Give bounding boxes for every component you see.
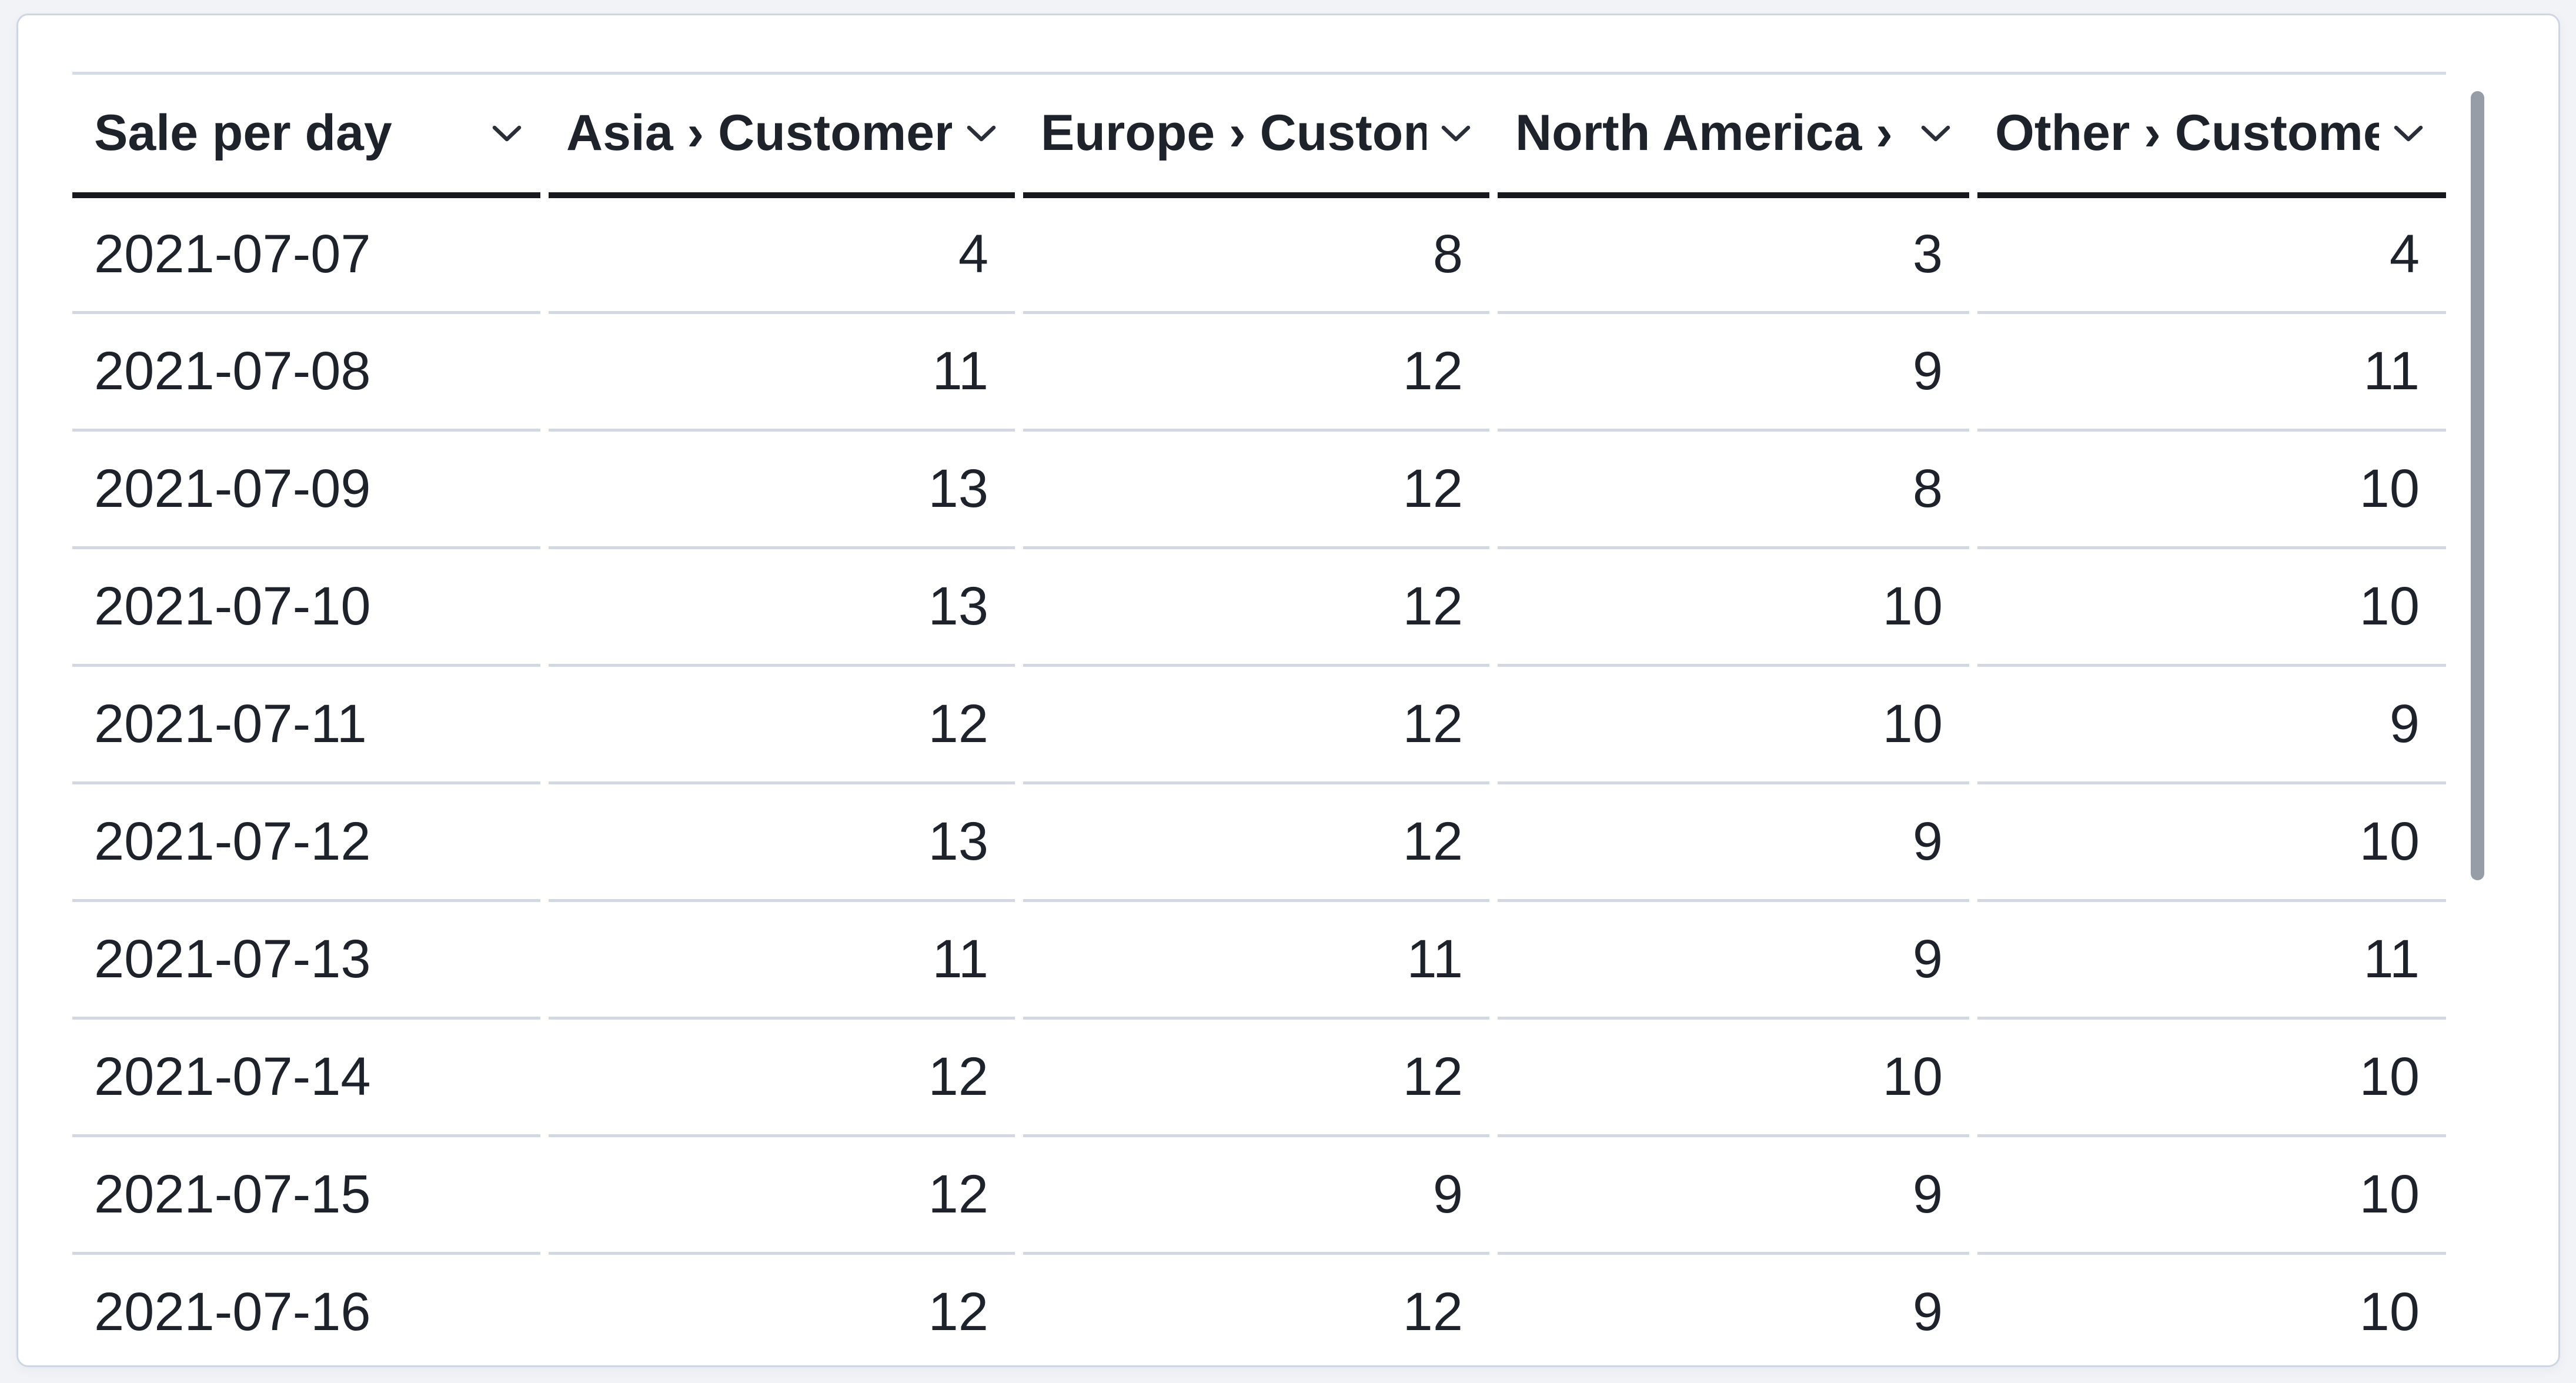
- value-cell: 11: [1969, 312, 2446, 432]
- value-cell: 9: [1969, 665, 2446, 784]
- value-cell: 10: [1969, 547, 2446, 667]
- vertical-scrollbar-thumb[interactable]: [2471, 91, 2484, 880]
- value-cell: 12: [540, 665, 1019, 784]
- chevron-down-icon[interactable]: [1919, 123, 1952, 143]
- chevron-down-icon[interactable]: [1439, 123, 1472, 143]
- column-header-asia[interactable]: Asia › Customers: [544, 73, 1019, 198]
- date-cell: 2021-07-07: [72, 195, 544, 314]
- table-row: 2021-07-15 12 9 9 10: [72, 1135, 2446, 1255]
- value-cell: 10: [1489, 1018, 1973, 1137]
- value-cell: 3: [1489, 195, 1973, 314]
- date-cell: 2021-07-08: [72, 312, 544, 432]
- value-cell: 13: [540, 783, 1019, 902]
- column-header-content: Asia › Customers: [544, 104, 1019, 162]
- column-header-content: Other › Customers: [1973, 104, 2446, 162]
- table-row: 2021-07-14 12 12 10 10: [72, 1018, 2446, 1137]
- table-row: 2021-07-13 11 11 9 11: [72, 900, 2446, 1020]
- table-row: 2021-07-12 13 12 9 10: [72, 783, 2446, 902]
- column-header-europe[interactable]: Europe › Customers: [1019, 73, 1494, 198]
- column-header-label: Other › Customers: [1995, 105, 2379, 162]
- value-cell: 11: [1969, 900, 2446, 1020]
- date-cell: 2021-07-12: [72, 783, 544, 902]
- value-cell: 9: [1489, 1253, 1973, 1365]
- value-cell: 10: [1969, 1253, 2446, 1365]
- column-header-content: Sale per day: [72, 104, 544, 162]
- value-cell: 12: [1015, 312, 1494, 432]
- column-header-content: Europe › Customers: [1019, 104, 1494, 162]
- value-cell: 9: [1489, 1135, 1973, 1255]
- value-cell: 11: [540, 900, 1019, 1020]
- value-cell: 9: [1489, 783, 1973, 902]
- value-cell: 8: [1015, 195, 1494, 314]
- column-header-label: Asia › Customers: [566, 105, 952, 162]
- value-cell: 12: [1015, 547, 1494, 667]
- column-header-label: North America › Customers: [1515, 105, 1906, 162]
- value-cell: 10: [1969, 1018, 2446, 1137]
- value-cell: 13: [540, 430, 1019, 549]
- column-header-north-america[interactable]: North America › Customers: [1494, 73, 1973, 198]
- value-cell: 13: [540, 547, 1019, 667]
- value-cell: 4: [540, 195, 1019, 314]
- table-row: 2021-07-09 13 12 8 10: [72, 430, 2446, 549]
- table-row: 2021-07-11 12 12 10 9: [72, 665, 2446, 784]
- value-cell: 12: [1015, 783, 1494, 902]
- value-cell: 12: [1015, 665, 1494, 784]
- header-row: Sale per day Asia › Customers Europe › Cus…: [72, 73, 2446, 198]
- value-cell: 10: [1969, 783, 2446, 902]
- column-header-content: North America › Customers: [1494, 104, 1973, 162]
- column-header-label: Europe › Customers: [1041, 105, 1426, 162]
- date-cell: 2021-07-13: [72, 900, 544, 1020]
- value-cell: 9: [1015, 1135, 1494, 1255]
- value-cell: 10: [1489, 547, 1973, 667]
- column-header-label: Sale per day: [94, 105, 392, 162]
- column-header-date[interactable]: Sale per day: [72, 73, 544, 198]
- value-cell: 12: [1015, 1018, 1494, 1137]
- value-cell: 12: [540, 1135, 1019, 1255]
- value-cell: 10: [1489, 665, 1973, 784]
- value-cell: 9: [1489, 900, 1973, 1020]
- value-cell: 9: [1489, 312, 1973, 432]
- value-cell: 8: [1489, 430, 1973, 549]
- date-cell: 2021-07-16: [72, 1253, 544, 1365]
- value-cell: 11: [540, 312, 1019, 432]
- table-body: 2021-07-07 4 8 3 4 2021-07-08 11 12 9 11 2021-07-0…: [72, 195, 2446, 1365]
- value-cell: 10: [1969, 430, 2446, 549]
- value-cell: 12: [540, 1253, 1019, 1365]
- value-cell: 12: [1015, 430, 1494, 549]
- table-header: Sale per day Asia › Customers Europe › Cus…: [72, 73, 2446, 198]
- date-cell: 2021-07-11: [72, 665, 544, 784]
- table-row: 2021-07-10 13 12 10 10: [72, 547, 2446, 667]
- chevron-down-icon[interactable]: [490, 123, 523, 143]
- value-cell: 4: [1969, 195, 2446, 314]
- column-header-other[interactable]: Other › Customers: [1973, 73, 2446, 198]
- date-cell: 2021-07-15: [72, 1135, 544, 1255]
- chevron-down-icon[interactable]: [965, 123, 998, 143]
- value-cell: 12: [540, 1018, 1019, 1137]
- table-row: 2021-07-16 12 12 9 10: [72, 1253, 2446, 1365]
- table-row: 2021-07-08 11 12 9 11: [72, 312, 2446, 432]
- date-cell: 2021-07-10: [72, 547, 544, 667]
- value-cell: 12: [1015, 1253, 1494, 1365]
- table-row: 2021-07-07 4 8 3 4: [72, 195, 2446, 314]
- chevron-down-icon[interactable]: [2392, 123, 2425, 143]
- date-cell: 2021-07-09: [72, 430, 544, 549]
- date-cell: 2021-07-14: [72, 1018, 544, 1137]
- value-cell: 11: [1015, 900, 1494, 1020]
- data-grid-card: Sale per day Asia › Customers Europe › Cus…: [16, 14, 2560, 1367]
- value-cell: 10: [1969, 1135, 2446, 1255]
- sale-per-day-table: Sale per day Asia › Customers Europe › Cus…: [72, 72, 2446, 1365]
